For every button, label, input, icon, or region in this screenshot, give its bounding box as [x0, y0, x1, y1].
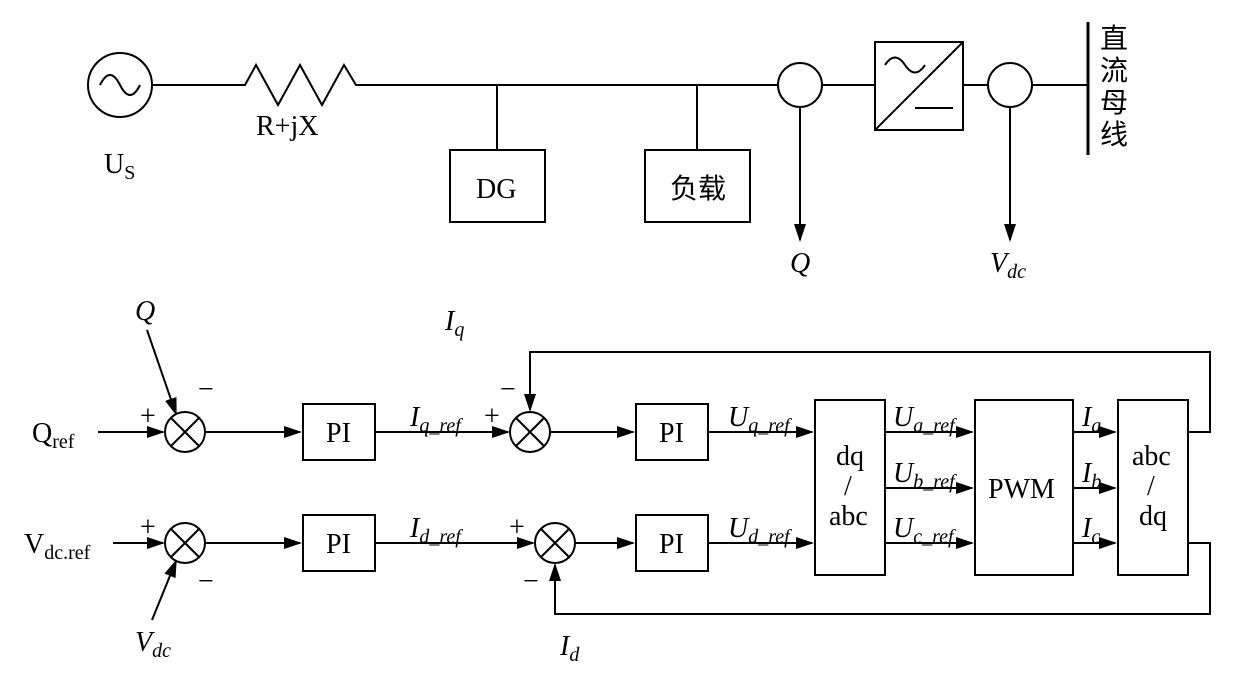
minus-sign: − — [198, 374, 214, 405]
plus-sign: + — [140, 512, 156, 543]
dqabc-label: / — [844, 471, 852, 502]
minus-sign: − — [500, 374, 516, 405]
ic-label: Ic — [1081, 513, 1100, 548]
uaref-label: Ua_ref — [893, 402, 957, 437]
id-label: Id — [559, 631, 580, 666]
summing-junction — [535, 523, 575, 563]
pi-label: PI — [659, 529, 684, 560]
plus-sign: + — [509, 512, 525, 543]
dg-label: DG — [476, 174, 516, 205]
dc-bus-label: 母 — [1100, 88, 1128, 119]
summing-junction — [510, 412, 550, 452]
pi-label: PI — [326, 529, 351, 560]
minus-sign: − — [198, 566, 214, 597]
abcdq-label: abc — [1132, 441, 1171, 472]
dc-bus-label: 线 — [1100, 119, 1128, 151]
idref-label: Id_ref — [409, 513, 463, 548]
impedance-label: R+jX — [256, 111, 318, 142]
vdcref-input-label: Vdc.ref — [24, 529, 91, 564]
source-label: US — [104, 149, 135, 184]
dc-bus-label: 直 — [1100, 23, 1128, 55]
udref-label: Ud_ref — [728, 513, 792, 548]
qref-input-label: Qref — [32, 418, 75, 453]
plus-sign: + — [140, 401, 156, 432]
vdc-measure-label: Vdc — [990, 248, 1026, 283]
wire — [152, 561, 176, 620]
ib-label: Ib — [1081, 458, 1101, 493]
measure-q-icon — [778, 63, 822, 107]
iqref-label: Iq_ref — [409, 402, 463, 437]
pi-label: PI — [659, 418, 684, 449]
uqref-label: Uq_ref — [728, 402, 792, 437]
q-input-label: Q — [135, 296, 155, 327]
ubref-label: Ub_ref — [893, 458, 957, 493]
ucref-label: Uc_ref — [893, 513, 956, 548]
summing-junction — [165, 523, 205, 563]
summing-junction — [165, 412, 205, 452]
resistor-icon — [230, 65, 370, 105]
abcdq-label: dq — [1139, 501, 1167, 532]
dc-bus-label: 流 — [1100, 55, 1128, 87]
iq-label: Iq — [444, 306, 464, 341]
vdc-input-label: Vdc — [135, 627, 171, 662]
abcdq-label: / — [1147, 471, 1155, 502]
load-label: 负载 — [670, 173, 726, 205]
dqabc-label: dq — [836, 441, 864, 472]
pwm-label: PWM — [988, 474, 1055, 505]
minus-sign: − — [523, 566, 539, 597]
measure-vdc-icon — [988, 63, 1032, 107]
q-measure-label: Q — [790, 248, 810, 279]
pi-label: PI — [326, 418, 351, 449]
diagram-canvas: US R+jX DG 负载 Q Vdc 直 流 母 线 Q − Qref — [0, 0, 1240, 677]
dqabc-label: abc — [829, 501, 868, 532]
plus-sign: + — [484, 401, 500, 432]
ia-label: Ia — [1081, 402, 1101, 437]
